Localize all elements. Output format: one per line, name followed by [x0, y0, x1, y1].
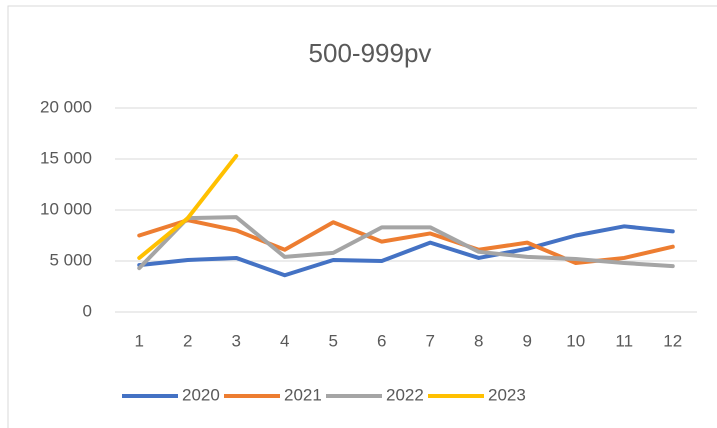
x-tick-label: 1	[135, 331, 144, 350]
x-tick-label: 4	[280, 331, 289, 350]
x-tick-label: 5	[329, 331, 338, 350]
x-tick-label: 2	[183, 331, 192, 350]
x-tick-label: 8	[474, 331, 483, 350]
series-line	[137, 218, 675, 266]
y-tick-label: 15 000	[40, 148, 92, 167]
x-tick-label: 7	[426, 331, 435, 350]
series-line	[137, 224, 675, 278]
legend-label: 2020	[182, 385, 220, 404]
y-tick-label: 10 000	[40, 199, 92, 218]
x-tick-label: 3	[232, 331, 241, 350]
series-line	[137, 153, 239, 260]
series-line	[137, 215, 675, 271]
chart-title: 500-999pv	[309, 38, 432, 68]
x-tick-label: 11	[615, 331, 633, 350]
x-tick-label: 10	[566, 331, 585, 350]
legend-label: 2021	[284, 385, 322, 404]
chart-border	[7, 5, 717, 428]
x-tick-label: 9	[523, 331, 532, 350]
y-tick-label: 5 000	[49, 250, 92, 269]
x-tick-label: 12	[663, 331, 682, 350]
legend-label: 2023	[488, 385, 526, 404]
y-tick-label: 20 000	[40, 97, 92, 116]
legend-label: 2022	[386, 385, 424, 404]
x-tick-label: 6	[377, 331, 386, 350]
y-tick-label: 0	[83, 301, 92, 320]
